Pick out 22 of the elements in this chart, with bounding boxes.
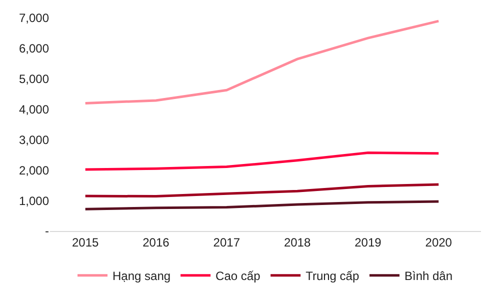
y-tick-label: 1,000 — [18, 194, 50, 208]
line-series — [84, 152, 440, 171]
y-tick-label: 3,000 — [18, 132, 50, 147]
x-tick-label: 2020 — [425, 235, 452, 250]
x-tick-label: 2017 — [213, 235, 240, 250]
legend-label: Hạng sang — [112, 269, 171, 283]
x-tick-label: 2018 — [284, 235, 311, 250]
line-series — [84, 200, 440, 210]
x-tick-label: 2015 — [72, 235, 99, 250]
legend-label: Bình dân — [404, 269, 453, 283]
y-tick-label: - — [45, 224, 49, 238]
x-tick-label: 2019 — [354, 235, 382, 250]
legend-label: Trung cấp — [306, 269, 360, 283]
y-tick-label: 2,000 — [18, 163, 50, 178]
y-tick-label: 5,000 — [18, 72, 50, 86]
y-tick-label: 4,000 — [18, 102, 50, 116]
line-series — [84, 20, 440, 104]
y-tick-label: 6,000 — [18, 42, 50, 56]
x-tick-label: 2016 — [142, 235, 170, 250]
line-series — [84, 183, 440, 198]
y-tick-label: 7,000 — [18, 11, 50, 26]
legend-label: Cao cấp — [216, 269, 261, 283]
